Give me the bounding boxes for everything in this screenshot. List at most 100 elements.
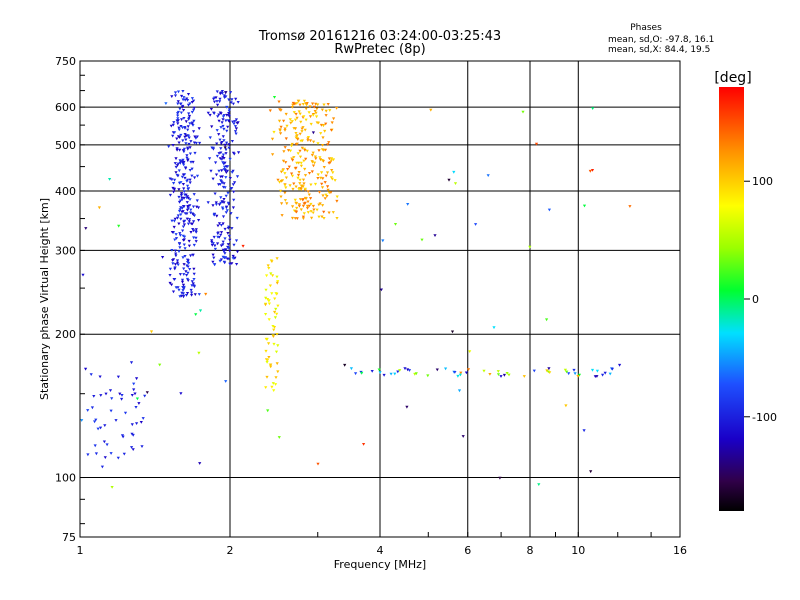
- data-point: [320, 171, 324, 175]
- data-point: [405, 405, 409, 409]
- data-point: [317, 191, 322, 194]
- data-point: [302, 115, 306, 118]
- data-point: [219, 147, 223, 150]
- data-point: [190, 97, 194, 100]
- data-point: [595, 369, 599, 373]
- data-point: [172, 225, 176, 229]
- data-point: [217, 169, 221, 173]
- data-point: [221, 124, 225, 128]
- data-point: [181, 161, 185, 165]
- data-point: [179, 213, 183, 217]
- data-point: [284, 112, 288, 116]
- y-axis-label: Stationary phase Virtual Height [km]: [38, 198, 51, 400]
- data-point: [492, 326, 496, 330]
- data-point: [214, 173, 219, 177]
- data-point: [190, 280, 194, 283]
- data-point: [186, 159, 190, 163]
- data-point: [283, 191, 287, 195]
- data-point: [221, 115, 225, 119]
- data-point: [99, 394, 103, 397]
- data-point: [223, 143, 227, 147]
- data-point: [279, 108, 283, 112]
- data-point: [231, 183, 235, 187]
- data-point: [180, 280, 185, 284]
- data-point: [547, 208, 551, 212]
- data-point: [190, 222, 194, 226]
- data-point: [426, 374, 430, 378]
- data-point: [193, 151, 197, 155]
- data-point: [97, 206, 101, 210]
- data-point: [189, 208, 193, 212]
- data-point: [293, 127, 298, 131]
- x-tick-label: 16: [673, 544, 687, 557]
- data-point: [218, 157, 222, 161]
- data-point: [227, 109, 231, 113]
- data-point: [192, 285, 197, 289]
- data-point: [382, 373, 386, 377]
- data-point: [301, 185, 305, 189]
- data-point: [220, 90, 224, 93]
- data-point: [283, 146, 287, 149]
- data-point: [457, 389, 462, 393]
- data-point: [220, 158, 224, 161]
- data-point: [184, 193, 188, 197]
- data-point: [219, 233, 223, 237]
- data-point: [191, 228, 195, 231]
- data-point: [295, 142, 299, 146]
- data-point: [197, 351, 201, 355]
- data-point: [291, 101, 295, 105]
- data-point: [183, 98, 187, 102]
- data-point: [193, 293, 197, 296]
- data-point: [546, 370, 550, 374]
- data-point: [194, 313, 198, 316]
- data-point: [179, 217, 183, 221]
- data-point: [324, 174, 328, 178]
- data-point: [222, 182, 226, 185]
- data-point: [110, 397, 114, 400]
- data-point: [303, 174, 308, 177]
- data-point: [588, 169, 592, 173]
- data-point: [329, 176, 333, 180]
- data-point: [317, 203, 321, 207]
- data-point: [234, 97, 238, 101]
- data-point: [302, 182, 306, 186]
- data-point: [447, 178, 451, 182]
- data-point: [170, 283, 174, 287]
- data-point: [176, 117, 180, 121]
- data-point: [176, 90, 181, 94]
- data-point: [293, 118, 298, 122]
- data-point: [224, 211, 228, 214]
- data-point: [186, 207, 190, 211]
- data-point: [227, 114, 231, 117]
- data-point: [173, 162, 177, 165]
- data-point: [212, 100, 217, 104]
- data-point: [266, 358, 270, 362]
- data-point: [279, 125, 283, 129]
- data-point: [285, 124, 289, 128]
- data-point: [187, 239, 191, 243]
- data-point: [212, 256, 216, 260]
- x-axis-label: Frequency [MHz]: [334, 558, 426, 571]
- data-point: [139, 421, 143, 424]
- data-point: [176, 286, 180, 289]
- data-point: [174, 233, 178, 236]
- data-point: [299, 139, 303, 143]
- data-point: [182, 263, 186, 266]
- data-point: [186, 103, 191, 107]
- data-point: [311, 164, 316, 168]
- data-point: [188, 102, 192, 106]
- data-point: [377, 368, 381, 372]
- data-point: [278, 180, 282, 184]
- data-point: [181, 289, 185, 292]
- data-point: [267, 342, 271, 346]
- data-point: [459, 371, 463, 375]
- data-point: [282, 119, 286, 123]
- data-point: [273, 316, 277, 320]
- data-point: [298, 155, 303, 159]
- data-point: [104, 392, 108, 396]
- data-point: [223, 227, 227, 231]
- data-point: [211, 177, 215, 181]
- data-point: [175, 148, 179, 152]
- data-point: [189, 140, 193, 143]
- data-point: [230, 98, 234, 102]
